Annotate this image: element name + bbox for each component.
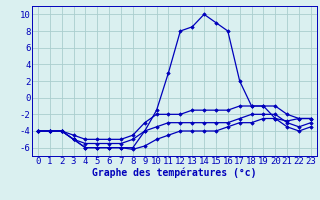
- X-axis label: Graphe des températures (°c): Graphe des températures (°c): [92, 168, 257, 178]
